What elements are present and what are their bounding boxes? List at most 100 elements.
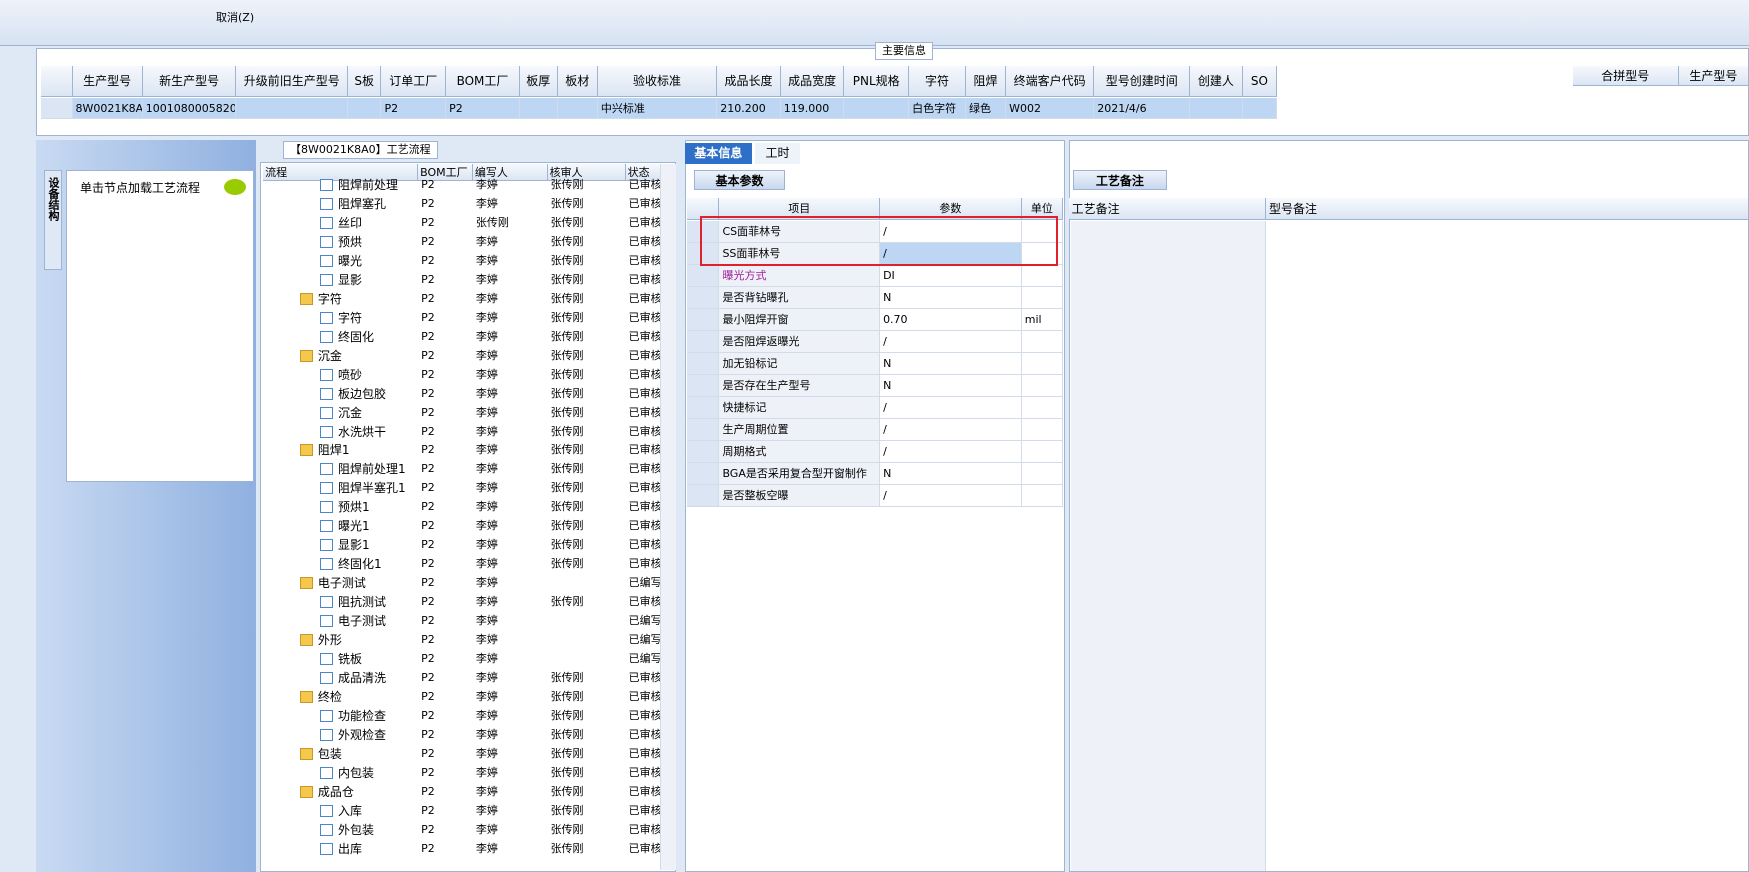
subtab[interactable]: 基本参数 (693, 170, 786, 190)
row-indicator (687, 419, 720, 441)
tree-node[interactable]: 终检 (317, 689, 342, 704)
tree-cell: 张传刚 (550, 253, 584, 267)
tree-node[interactable]: 电子测试 (317, 576, 366, 591)
tree-cell: 李婷 (475, 689, 498, 703)
tree-node[interactable]: 阻焊前处理1 (337, 462, 406, 477)
tree-node[interactable]: 预烘1 (337, 500, 370, 515)
tree-node[interactable]: 显影1 (337, 538, 370, 553)
folder-icon (300, 634, 314, 647)
tree-node[interactable]: 成品仓 (317, 784, 354, 799)
tree-node[interactable]: 丝印 (337, 215, 362, 230)
tree-node[interactable]: 终固化1 (337, 557, 382, 572)
tree-node[interactable]: 阻焊塞孔 (337, 196, 386, 211)
tree-node[interactable]: 外形 (317, 633, 342, 648)
tree-cell: 已审核 (628, 727, 661, 741)
column-header[interactable]: 升级前旧生产型号 (236, 66, 348, 97)
column-header[interactable]: 订单工厂 (381, 66, 447, 97)
row-indicator (687, 265, 720, 287)
column-header[interactable]: 单位 (1021, 198, 1063, 220)
column-header[interactable]: 成品长度 (717, 66, 781, 97)
cancel-menu[interactable]: 取消(Z) (216, 11, 255, 24)
side-tab[interactable]: 设备结构 (44, 170, 62, 270)
tree-cell: 已审核 (628, 178, 661, 191)
tree-node[interactable]: 外观检查 (337, 727, 386, 742)
tree-node[interactable]: 显影 (337, 272, 362, 287)
tab[interactable]: 基本信息 (684, 143, 752, 164)
tree-cell: 张传刚 (550, 329, 584, 343)
tree-cell: P2 (421, 196, 435, 210)
tree-cell: P2 (421, 310, 435, 324)
tree-node[interactable]: 水洗烘干 (337, 424, 386, 439)
column-header[interactable]: SO (1242, 66, 1278, 97)
column-header[interactable]: 核审人 (547, 164, 626, 181)
tree-node[interactable]: 内包装 (337, 765, 374, 780)
tab[interactable]: 工艺备注 (1073, 170, 1167, 190)
column-header[interactable]: 项目 (719, 198, 881, 220)
tree-node[interactable]: 曝光1 (337, 519, 370, 534)
tree-cell: 李婷 (475, 671, 498, 685)
tree-node[interactable]: 外包装 (337, 822, 374, 837)
column-header[interactable]: BOM工厂 (418, 164, 473, 181)
tree-node[interactable]: 阻焊半塞孔1 (337, 481, 406, 496)
hint-text[interactable]: 单击节点加载工艺流程 (80, 181, 201, 195)
column-header[interactable]: 参数 (880, 198, 1022, 220)
param-cell: 是否阻焊返曝光 (719, 331, 881, 353)
column-header[interactable]: 流程 (263, 164, 419, 181)
tree-node[interactable]: 包装 (317, 746, 342, 761)
column-header[interactable]: 终端客户代码 (1006, 66, 1095, 97)
row-indicator-header (687, 198, 720, 220)
tree-node[interactable]: 喷砂 (337, 367, 362, 382)
tree-cell: 李婷 (475, 234, 498, 248)
tree-node[interactable]: 终固化 (337, 329, 374, 344)
tree-node[interactable]: 预烘 (337, 234, 362, 249)
column-header[interactable]: S板 (348, 66, 382, 97)
tree-cell: 已审核 (628, 519, 661, 533)
row-indicator (687, 375, 720, 397)
tab[interactable]: 工时 (755, 143, 800, 164)
column-header[interactable]: 板材 (557, 66, 598, 97)
tree-node[interactable]: 阻抗测试 (337, 595, 386, 610)
tree-cell: 张传刚 (550, 481, 584, 495)
column-header[interactable]: 型号备注 (1266, 198, 1749, 220)
column-header[interactable]: 型号创建时间 (1094, 66, 1191, 97)
column-header[interactable]: 合拼型号 (1572, 66, 1679, 86)
column-header[interactable]: 板厚 (519, 66, 558, 97)
tree-cell: 已审核 (628, 746, 661, 760)
column-header[interactable]: 创建人 (1190, 66, 1243, 97)
param-cell: 曝光方式 (719, 265, 881, 287)
tree-node[interactable]: 阻焊前处理 (337, 178, 398, 192)
folder-icon (300, 292, 314, 305)
tree-node[interactable]: 沉金 (337, 405, 362, 420)
tree-node[interactable]: 板边包胶 (337, 386, 386, 401)
tree-cell: P2 (421, 557, 435, 571)
column-header[interactable]: 字符 (909, 66, 966, 97)
column-header[interactable]: BOM工厂 (446, 66, 520, 97)
column-header[interactable]: 编写人 (472, 164, 548, 181)
tree-node[interactable]: 铣板 (337, 652, 362, 667)
tree-node[interactable]: 成品清洗 (337, 671, 386, 686)
file-icon (320, 216, 334, 229)
column-header[interactable]: 生产型号 (1678, 66, 1749, 86)
tree-node[interactable]: 阻焊1 (317, 443, 350, 458)
tree-node[interactable]: 字符 (317, 291, 342, 306)
column-header[interactable]: 生产型号 (72, 66, 143, 97)
column-header[interactable]: 成品宽度 (780, 66, 845, 97)
tree-cell: P2 (421, 576, 435, 590)
column-header[interactable]: PNL规格 (844, 66, 910, 97)
column-header[interactable]: 阻焊 (965, 66, 1007, 97)
param-cell (1021, 485, 1063, 507)
tree-node[interactable]: 电子测试 (337, 614, 386, 629)
column-header[interactable]: 新生产型号 (142, 66, 237, 97)
tree-node[interactable]: 入库 (337, 803, 362, 818)
column-header[interactable]: 验收标准 (597, 66, 718, 97)
tree-node[interactable]: 字符 (337, 310, 362, 325)
tree-cell: 张传刚 (550, 443, 584, 457)
column-header[interactable]: 工艺备注 (1068, 198, 1266, 220)
column-header[interactable]: 状态 (625, 164, 662, 181)
tree-cell: P2 (421, 178, 435, 191)
tree-node[interactable]: 出库 (337, 841, 362, 856)
tree-cell: 已审核 (628, 443, 661, 457)
tree-node[interactable]: 功能检查 (337, 708, 386, 723)
tree-node[interactable]: 曝光 (337, 253, 362, 268)
tree-node[interactable]: 沉金 (317, 348, 342, 363)
